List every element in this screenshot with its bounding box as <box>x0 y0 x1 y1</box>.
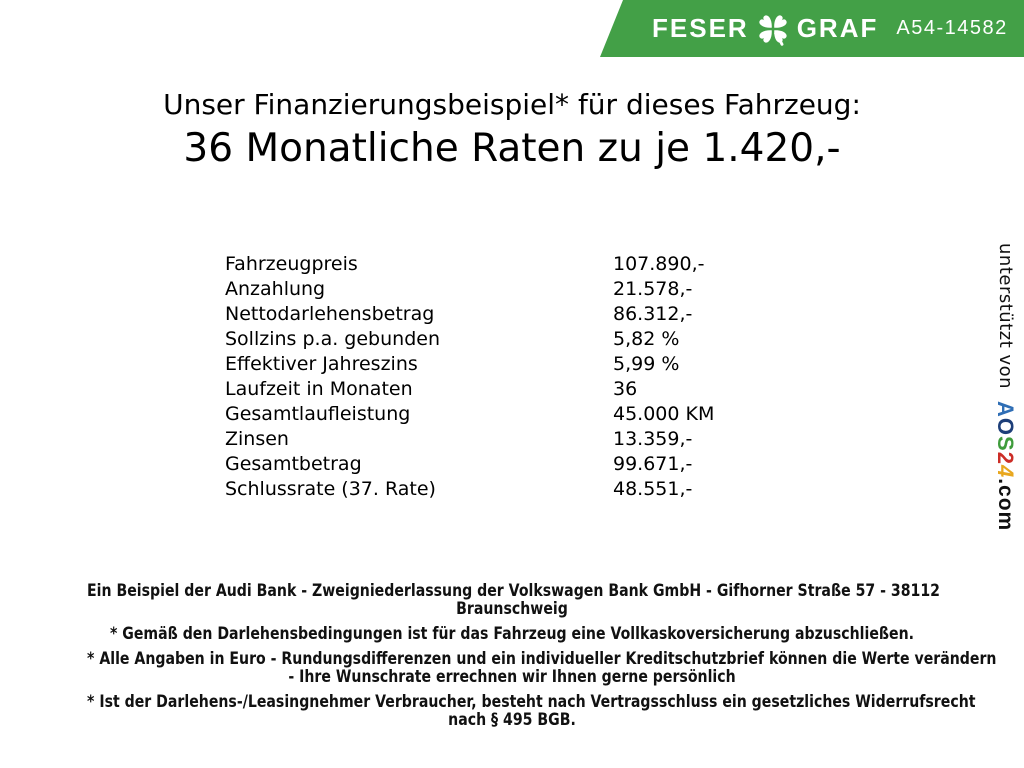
legal-paragraph-insurance: * Gemäß den Darlehensbedingungen ist für… <box>87 625 937 643</box>
legal-line: * Ist der Darlehens-/Leasingnehmer Verbr… <box>87 692 976 712</box>
table-row: Gesamtlaufleistung 45.000 KM <box>225 402 714 427</box>
supported-by-label: unterstützt von <box>995 243 1016 390</box>
clover-icon <box>749 11 797 47</box>
brand-graf: GRAF <box>796 13 879 43</box>
monthly-rate-subtitle: 36 Monatliche Raten zu je 1.420,- <box>183 126 841 171</box>
table-row: Sollzins p.a. gebunden 5,82 % <box>225 327 714 352</box>
aos24-letter-s: S <box>993 436 1018 452</box>
supported-by-vertical: unterstützt von AOS24.com <box>992 243 1018 531</box>
legal-line: - Ihre Wunschrate errechnen wir Ihnen ge… <box>288 667 736 687</box>
row-value: 13.359,- <box>613 428 693 450</box>
aos24-digit-2: 2 <box>993 451 1018 466</box>
row-value: 45.000 KM <box>613 403 715 425</box>
table-row: Zinsen 13.359,- <box>225 427 714 452</box>
table-row: Effektiver Jahreszins 5,99 % <box>225 352 714 377</box>
brand-banner: FESER GRAF A54-14582 <box>600 0 1024 57</box>
table-row: Gesamtbetrag 99.671,- <box>225 452 714 477</box>
legal-line: Ein Beispiel der Audi Bank - Zweignieder… <box>87 581 940 601</box>
row-value: 48.551,- <box>613 478 693 500</box>
row-label: Anzahlung <box>225 278 326 300</box>
row-label: Laufzeit in Monaten <box>225 378 413 400</box>
heading-block: Unser Finanzierungsbeispiel* für dieses … <box>0 86 1024 174</box>
legal-line: nach § 495 BGB. <box>448 710 576 730</box>
row-label: Nettodarlehensbetrag <box>225 303 435 325</box>
brand-feser: FESER <box>652 13 749 43</box>
vehicle-id-badge: A54-14582 <box>896 17 1008 39</box>
row-label: Sollzins p.a. gebunden <box>225 328 440 350</box>
legal-line: * Alle Angaben in Euro - Rundungsdiffere… <box>87 649 997 669</box>
table-row: Laufzeit in Monaten 36 <box>225 377 714 402</box>
finance-example-title: Unser Finanzierungsbeispiel* für dieses … <box>163 88 861 121</box>
table-row: Nettodarlehensbetrag 86.312,- <box>225 302 714 327</box>
row-value: 107.890,- <box>613 253 705 275</box>
row-label: Gesamtbetrag <box>225 453 362 475</box>
aos24-logo: AOS24.com <box>993 401 1018 531</box>
row-value: 21.578,- <box>613 278 693 300</box>
aos24-letter-o: O <box>993 417 1018 437</box>
table-row: Anzahlung 21.578,- <box>225 277 714 302</box>
table-row: Fahrzeugpreis 107.890,- <box>225 252 714 277</box>
aos24-digit-4: 4 <box>993 465 1018 479</box>
row-value: 5,99 % <box>613 353 680 375</box>
row-value: 99.671,- <box>613 453 693 475</box>
aos24-letter-a: A <box>993 401 1018 418</box>
legal-footer: Ein Beispiel der Audi Bank - Zweignieder… <box>0 582 1024 729</box>
legal-line: Braunschweig <box>456 599 568 619</box>
row-label: Fahrzeugpreis <box>225 253 358 275</box>
legal-paragraph-euro: * Alle Angaben in Euro - Rundungsdiffere… <box>87 649 997 687</box>
legal-paragraph-withdrawal: * Ist der Darlehens-/Leasingnehmer Verbr… <box>87 692 976 730</box>
row-value: 5,82 % <box>613 328 680 350</box>
row-label: Zinsen <box>225 428 289 450</box>
legal-line: * Gemäß den Darlehensbedingungen ist für… <box>109 624 915 644</box>
row-label: Schlussrate (37. Rate) <box>225 478 436 500</box>
row-value: 86.312,- <box>613 303 693 325</box>
row-label: Effektiver Jahreszins <box>225 353 418 375</box>
aos24-domain-suffix: .com <box>994 478 1017 532</box>
financing-table: Fahrzeugpreis 107.890,- Anzahlung 21.578… <box>225 252 714 502</box>
legal-paragraph-bank: Ein Beispiel der Audi Bank - Zweignieder… <box>87 581 940 619</box>
row-value: 36 <box>613 378 638 400</box>
table-row: Schlussrate (37. Rate) 48.551,- <box>225 477 714 502</box>
row-label: Gesamtlaufleistung <box>225 403 411 425</box>
